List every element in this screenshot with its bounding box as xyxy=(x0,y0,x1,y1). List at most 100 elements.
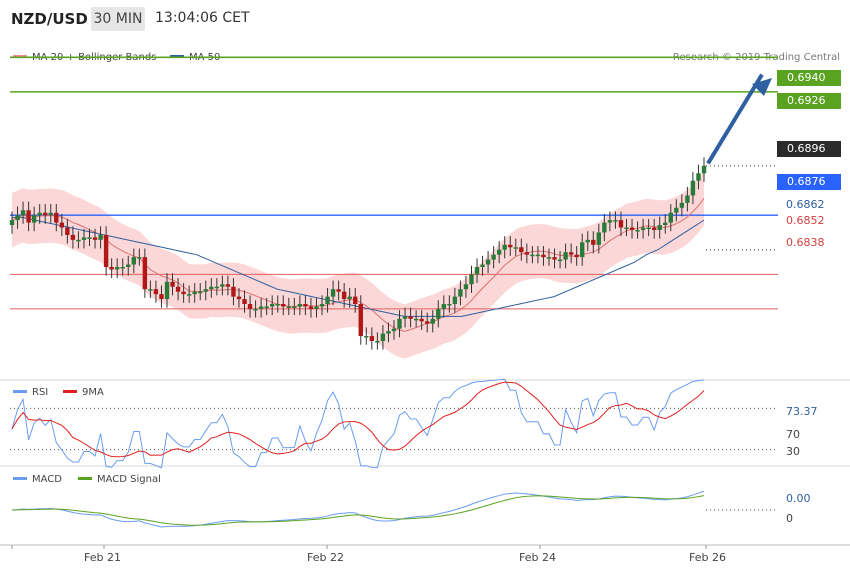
candle-body xyxy=(164,281,170,300)
legend-rsi: RSI xyxy=(13,387,48,398)
candle-body xyxy=(607,220,613,223)
candle-body xyxy=(308,306,314,309)
x-tick-feb26: Feb 26 xyxy=(689,551,726,564)
candle-body xyxy=(580,242,585,258)
candle-body xyxy=(535,254,541,257)
candle-body xyxy=(220,284,225,287)
candle-body xyxy=(452,296,458,304)
candle-body xyxy=(54,212,59,223)
candle-body xyxy=(9,220,15,226)
candle-body xyxy=(613,220,618,222)
macd-legend-label: MACD xyxy=(32,474,62,485)
candle-body xyxy=(386,331,391,334)
macd-signal-swatch xyxy=(78,476,92,480)
candle-body xyxy=(441,304,447,309)
candle-body xyxy=(480,264,485,267)
candle-body xyxy=(563,252,568,260)
candle-body xyxy=(43,212,48,216)
candle-body xyxy=(37,212,42,216)
pivot-tag: 0.6876 xyxy=(777,174,841,190)
candle-body xyxy=(242,299,247,304)
nine-ma-legend-label: 9MA xyxy=(82,387,104,398)
candle-body xyxy=(397,318,402,329)
candle-body xyxy=(65,227,70,235)
projection-arrow-shaft xyxy=(706,73,764,165)
candle-body xyxy=(364,336,369,338)
candle-body xyxy=(624,227,629,230)
candle-body xyxy=(159,294,164,300)
ma50-swatch xyxy=(170,54,184,58)
timeframe-button[interactable]: 30 MIN xyxy=(91,7,145,31)
candle-body xyxy=(640,227,646,230)
candle-body xyxy=(314,306,319,309)
candle-body xyxy=(585,239,590,243)
candle-body xyxy=(214,286,220,289)
candle-body xyxy=(137,257,142,259)
candle-body xyxy=(663,222,668,226)
candle-body xyxy=(375,341,380,343)
candle-body xyxy=(319,304,325,307)
projection-arrow-head xyxy=(752,78,772,96)
legend-macd: MACD xyxy=(13,474,62,485)
candle-body xyxy=(70,234,76,240)
candle-body xyxy=(103,234,109,267)
candle-body xyxy=(292,306,297,308)
candle-body xyxy=(685,195,690,203)
candle-body xyxy=(336,289,341,292)
candle-body xyxy=(463,284,469,290)
rsi-tick-30: 30 xyxy=(786,445,800,458)
candle-body xyxy=(596,232,602,245)
candle-body xyxy=(325,296,330,304)
candle-body xyxy=(114,267,120,270)
candle-body xyxy=(679,202,685,208)
candle-body xyxy=(231,286,236,297)
candle-body xyxy=(425,321,430,324)
legend-macd-signal: MACD Signal xyxy=(78,474,161,485)
support-label-3: 0.6838 xyxy=(786,236,825,249)
candle-body xyxy=(557,259,563,262)
candle-body xyxy=(59,222,65,228)
candle-body xyxy=(209,286,214,290)
candle-body xyxy=(690,180,696,196)
candle-body xyxy=(646,227,651,230)
candle-body xyxy=(20,210,26,216)
support-label-2: 0.6852 xyxy=(786,214,825,227)
candle-body xyxy=(485,259,491,265)
candle-body xyxy=(668,212,673,223)
candle-body xyxy=(657,225,662,230)
candle-body xyxy=(541,254,546,258)
candle-body xyxy=(629,227,635,230)
candle-body xyxy=(109,267,114,270)
bollinger-band xyxy=(12,171,704,359)
support-label-1: 0.6862 xyxy=(786,198,825,211)
rsi-swatch xyxy=(13,389,27,393)
candle-body xyxy=(192,291,197,295)
candle-body xyxy=(519,247,524,253)
macd-signal-line xyxy=(11,495,705,526)
macd-value: 0.00 xyxy=(786,492,811,505)
candle-body xyxy=(186,294,192,296)
x-tick-feb21: Feb 21 xyxy=(84,551,121,564)
candle-body xyxy=(297,304,303,307)
candle-body xyxy=(419,318,424,322)
candle-body xyxy=(131,257,136,265)
candle-body xyxy=(508,244,513,248)
x-tick-feb22: Feb 22 xyxy=(307,551,344,564)
candle-body xyxy=(546,257,552,259)
candle-body xyxy=(98,234,103,240)
candle-body xyxy=(181,291,186,295)
macd-line xyxy=(11,490,705,528)
macd-signal-legend-label: MACD Signal xyxy=(97,474,161,485)
candle-body xyxy=(568,252,574,255)
macd-swatch xyxy=(13,476,27,480)
candle-body xyxy=(303,304,308,307)
candle-body xyxy=(353,296,358,304)
rsi-9ma-line xyxy=(11,381,705,458)
ma20-line xyxy=(11,198,705,332)
nine-ma-swatch xyxy=(63,389,77,393)
candle-body xyxy=(413,318,419,321)
candle-body xyxy=(148,289,153,291)
ma50-line xyxy=(12,217,705,317)
candle-body xyxy=(170,281,175,287)
candle-body xyxy=(236,296,242,300)
